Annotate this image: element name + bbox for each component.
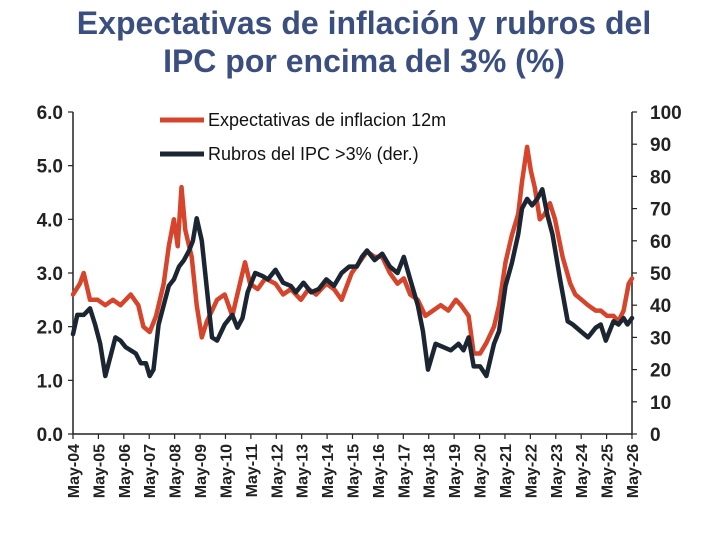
y-left-tick-label: 2.0: [37, 318, 63, 339]
y-right-tick-label: 50: [650, 264, 671, 285]
x-tick-label: May-05: [91, 444, 108, 498]
x-tick-label: May-13: [295, 444, 312, 498]
x-tick-label: May-09: [193, 444, 210, 498]
legend-label-ipc: Rubros del IPC >3% (der.): [208, 144, 419, 164]
x-tick-label: May-24: [574, 444, 591, 498]
legend: Expectativas de inflacion 12m Rubros del…: [160, 110, 446, 164]
y-right-tick-label: 100: [650, 103, 682, 124]
x-tick-label: May-16: [371, 444, 388, 498]
y-right-tick-label: 20: [650, 361, 671, 382]
y-left-tick-label: 6.0: [37, 103, 63, 124]
x-tick-label: May-21: [498, 444, 515, 498]
chart-title-line-2: IPC por encima del 3% (%): [163, 43, 565, 79]
y-right-tick-label: 70: [650, 200, 671, 221]
x-tick-label: May-04: [66, 444, 83, 498]
x-tick-label: May-07: [142, 444, 159, 498]
x-tick-label: May-22: [523, 444, 540, 498]
y-left-tick-label: 4.0: [37, 210, 63, 231]
x-tick-label: May-19: [447, 444, 464, 498]
x-tick-label: May-23: [549, 444, 566, 498]
x-tick-label: May-18: [422, 444, 439, 498]
y-right-tick-label: 80: [650, 167, 671, 188]
x-tick-label: May-25: [600, 444, 617, 498]
chart-title: Expectativas de inflación y rubros del I…: [0, 4, 728, 80]
y-left-tick-label: 5.0: [37, 157, 63, 178]
axes: 0.0 1.0 2.0 3.0 4.0 5.0 6.0 0 10 20 30 40 50 60 70 80 90…: [37, 103, 682, 498]
chart-title-line-1: Expectativas de inflación y rubros del: [76, 5, 652, 41]
x-tick-label: May-17: [396, 444, 413, 498]
series-line-ipc: [70, 187, 635, 379]
x-tick-label: May-20: [473, 444, 490, 498]
x-tick-label: May-14: [320, 444, 337, 498]
x-tick-label: May-10: [218, 444, 235, 498]
x-tick-label: May-26: [625, 444, 642, 498]
y-right-tick-label: 30: [650, 328, 671, 349]
x-tick-label: May-15: [346, 444, 363, 498]
y-right-tick-label: 0: [650, 425, 661, 446]
y-right-tick-label: 60: [650, 232, 671, 253]
x-tick-label: May-11: [244, 444, 261, 497]
y-right-tick-label: 90: [650, 135, 671, 156]
y-left-tick-label: 0.0: [37, 425, 63, 446]
y-left-tick-label: 1.0: [37, 371, 63, 392]
y-right-tick-label: 40: [650, 296, 671, 317]
series-lines: [70, 144, 635, 379]
x-tick-label: May-12: [269, 444, 286, 498]
y-right-tick-label: 10: [650, 393, 671, 414]
legend-label-expectations: Expectativas de inflacion 12m: [208, 110, 446, 130]
x-tick-label: May-08: [168, 444, 185, 498]
y-left-tick-label: 3.0: [37, 264, 63, 285]
x-tick-label: May-06: [117, 444, 134, 498]
